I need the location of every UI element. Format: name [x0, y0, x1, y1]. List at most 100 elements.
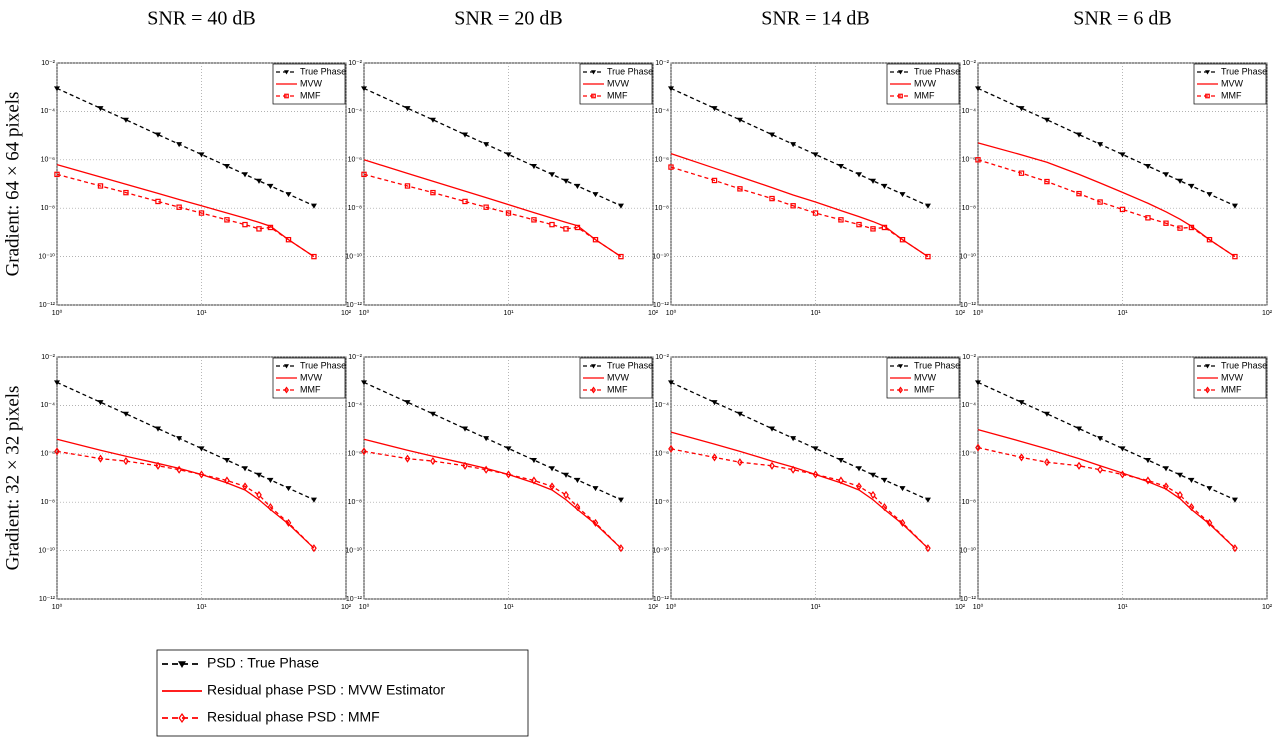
marker	[618, 544, 624, 553]
marker	[592, 486, 599, 492]
y-tick-label: 10⁻⁸	[41, 499, 55, 506]
marker	[310, 203, 317, 209]
series-line	[56, 87, 315, 207]
x-tick-label: 10²	[955, 310, 966, 317]
y-tick-label: 10⁻⁴	[655, 402, 670, 409]
marker	[711, 453, 718, 462]
x-tick-label: 10¹	[810, 310, 821, 317]
marker	[592, 518, 599, 527]
marker	[1043, 411, 1050, 417]
x-tick-label: 10²	[955, 604, 966, 611]
legend-label: MMF	[300, 90, 321, 100]
marker	[548, 172, 555, 178]
marker	[870, 226, 876, 232]
y-tick-label: 10⁻⁸	[348, 499, 362, 506]
marker	[311, 253, 317, 260]
marker	[856, 221, 862, 228]
y-tick-label: 10⁻¹⁰	[652, 546, 669, 554]
marker	[284, 364, 289, 369]
marker	[899, 518, 906, 527]
marker	[361, 171, 367, 178]
marker	[1205, 93, 1210, 99]
marker	[1188, 183, 1195, 189]
marker	[404, 106, 411, 112]
y-tick-label: 10⁻¹²	[653, 596, 670, 603]
marker	[285, 192, 292, 198]
marker	[404, 400, 411, 406]
marker	[531, 476, 537, 485]
y-tick-label: 10⁻⁴	[348, 402, 363, 409]
series-line	[363, 450, 622, 549]
marker	[242, 221, 248, 228]
marker	[870, 178, 877, 184]
y-tick-label: 10⁻⁶	[41, 451, 55, 458]
legend-box	[156, 649, 529, 737]
y-tick-label: 10⁻¹⁰	[38, 546, 55, 554]
marker	[122, 411, 129, 417]
y-tick-label: 10⁻⁶	[348, 157, 362, 164]
marker	[1145, 476, 1151, 485]
series-line	[977, 87, 1236, 207]
marker	[483, 465, 489, 474]
y-tick-label: 10⁻⁸	[655, 205, 669, 212]
marker	[1177, 490, 1183, 499]
y-tick-label: 10⁻⁶	[962, 451, 976, 458]
marker	[1097, 465, 1103, 474]
marker	[591, 364, 596, 369]
y-tick-label: 10⁻¹⁰	[959, 546, 976, 554]
marker	[123, 457, 129, 466]
y-tick-label: 10⁻⁶	[41, 157, 55, 164]
marker	[1119, 206, 1126, 213]
series-line	[363, 87, 622, 207]
marker	[711, 106, 718, 112]
marker	[769, 132, 776, 138]
y-tick-label: 10⁻⁶	[962, 157, 976, 164]
marker	[267, 477, 274, 483]
marker	[574, 503, 581, 512]
y-tick-label: 10⁻²	[962, 60, 976, 67]
marker	[1144, 457, 1151, 464]
marker	[898, 364, 903, 369]
y-tick-label: 10⁻²	[655, 60, 669, 67]
marker	[549, 221, 555, 228]
x-tick-label: 10¹	[196, 310, 207, 317]
marker	[870, 490, 876, 499]
marker	[617, 497, 624, 503]
y-tick-label: 10⁻¹⁰	[652, 252, 669, 260]
marker	[505, 152, 512, 158]
marker	[178, 661, 186, 668]
marker	[483, 204, 489, 210]
series-line	[977, 428, 1236, 549]
marker	[1162, 466, 1169, 472]
marker	[1076, 461, 1082, 470]
legend-label: PSD : True Phase	[207, 655, 319, 671]
marker	[769, 195, 775, 202]
series-line	[56, 173, 315, 258]
series-line	[363, 159, 622, 258]
legend-label: MVW	[914, 372, 937, 382]
y-tick-label: 10⁻¹²	[39, 596, 56, 603]
marker	[1097, 199, 1103, 205]
marker	[1231, 203, 1238, 209]
series-line	[670, 431, 929, 549]
y-tick-label: 10⁻¹²	[960, 596, 977, 603]
marker	[1206, 236, 1213, 243]
x-tick-label: 10⁰	[666, 603, 677, 611]
legend-label: MVW	[914, 78, 937, 88]
y-tick-label: 10⁻¹²	[346, 302, 363, 309]
marker	[505, 210, 512, 216]
marker	[1177, 225, 1183, 231]
marker	[430, 457, 436, 466]
marker	[284, 70, 289, 75]
marker	[668, 444, 674, 453]
x-tick-label: 10¹	[1117, 310, 1128, 317]
marker	[1043, 117, 1050, 123]
marker	[574, 224, 581, 231]
marker	[1162, 172, 1169, 178]
x-tick-label: 10⁰	[359, 603, 370, 611]
marker	[1232, 253, 1238, 260]
series-line	[977, 142, 1236, 258]
y-tick-label: 10⁻⁸	[962, 205, 976, 212]
series-line	[977, 446, 1236, 549]
x-tick-label: 10⁰	[359, 309, 370, 317]
